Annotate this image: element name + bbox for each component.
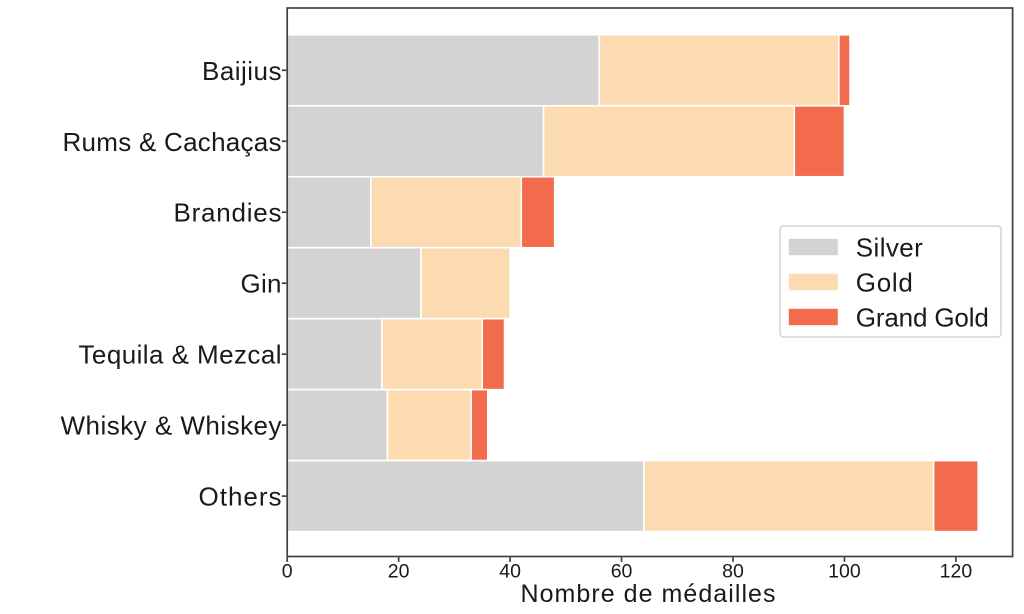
svg-text:20: 20 bbox=[388, 560, 410, 582]
svg-text:Gold: Gold bbox=[856, 268, 913, 298]
svg-text:Nombre de médailles: Nombre de médailles bbox=[521, 580, 776, 608]
svg-text:80: 80 bbox=[722, 560, 744, 582]
svg-text:Tequila & Mezcal: Tequila & Mezcal bbox=[79, 340, 282, 370]
svg-text:Whisky & Whiskey: Whisky & Whiskey bbox=[61, 411, 282, 441]
svg-text:Brandies: Brandies bbox=[174, 198, 282, 228]
svg-text:60: 60 bbox=[611, 560, 633, 582]
svg-text:Grand Gold: Grand Gold bbox=[856, 303, 989, 333]
svg-text:120: 120 bbox=[940, 560, 973, 582]
svg-text:40: 40 bbox=[499, 560, 521, 582]
svg-text:Others: Others bbox=[199, 482, 282, 512]
svg-text:Rums & Cachaças: Rums & Cachaças bbox=[63, 127, 282, 157]
svg-text:Gin: Gin bbox=[241, 269, 282, 299]
svg-text:100: 100 bbox=[828, 560, 861, 582]
svg-text:Silver: Silver bbox=[856, 233, 923, 263]
svg-text:0: 0 bbox=[282, 560, 293, 582]
svg-text:Baijius: Baijius bbox=[202, 56, 282, 86]
